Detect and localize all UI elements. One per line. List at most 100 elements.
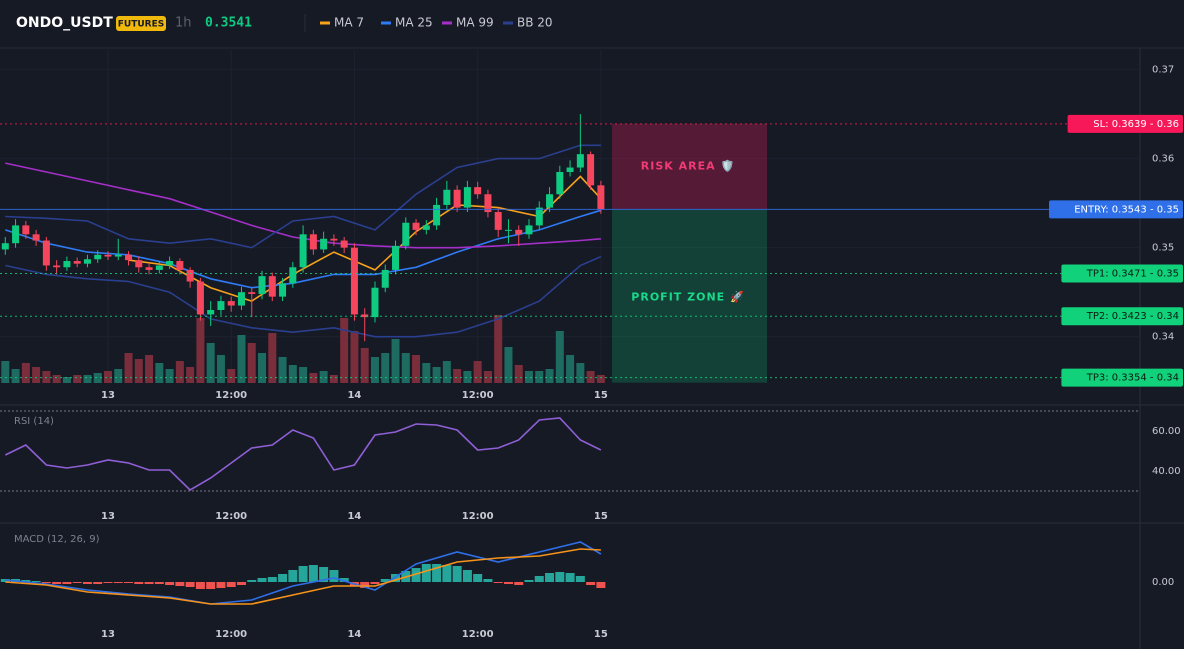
macd-bar — [165, 582, 175, 585]
candle-body — [279, 283, 287, 297]
macd-bar — [473, 574, 483, 582]
x-tick-label: 12:00 — [215, 511, 247, 522]
volume-bar — [278, 357, 287, 383]
candle-body — [42, 240, 50, 266]
volume-bar — [288, 365, 297, 383]
volume-bar — [299, 367, 308, 383]
macd-bar — [462, 570, 472, 582]
macd-bar — [545, 573, 555, 582]
candle-body — [412, 222, 420, 230]
rsi-line — [4, 417, 602, 491]
macd-bar — [596, 582, 606, 588]
candle-body — [207, 309, 215, 315]
macd-bar — [267, 577, 277, 582]
volume-bar — [247, 343, 256, 383]
macd-bar — [247, 580, 257, 582]
y-tick-label: 0.35 — [1152, 243, 1174, 254]
volume-bar — [93, 373, 102, 383]
risk-zone — [612, 123, 767, 210]
candle-body — [433, 204, 441, 226]
volume-bar — [566, 355, 575, 383]
candle-body — [587, 154, 595, 186]
volume-bar — [165, 369, 174, 383]
candle-body — [309, 234, 317, 250]
volume-bar — [145, 355, 154, 383]
volume-bar — [340, 318, 349, 383]
macd-bar — [31, 581, 41, 582]
macd-bar — [534, 576, 544, 582]
macd-bar — [185, 582, 195, 587]
candle-body — [371, 287, 379, 318]
volume-bar — [237, 335, 246, 383]
candle-body — [392, 245, 400, 270]
macd-bar — [195, 582, 205, 589]
macd-bar — [82, 582, 92, 584]
x-tick-label: 12:00 — [462, 390, 494, 401]
legend-label: MA 25 — [395, 16, 433, 30]
volume-bar — [216, 355, 225, 383]
volume-bar — [329, 375, 338, 383]
candle-body — [381, 269, 389, 288]
candle-body — [125, 254, 133, 261]
candle-body — [217, 301, 225, 310]
legend-label: MA 7 — [334, 16, 364, 30]
volume-bar — [360, 348, 369, 383]
y-tick-label: 0.36 — [1152, 154, 1174, 165]
macd-bar — [421, 564, 431, 582]
macd-bar — [442, 565, 452, 582]
macd-bar — [103, 582, 113, 583]
candle-body — [556, 171, 564, 195]
candle-body — [237, 292, 245, 306]
macd-bar — [206, 582, 216, 589]
volume-bar — [114, 369, 123, 383]
symbol: ONDO_USDT — [16, 15, 113, 31]
candle-body — [73, 261, 81, 264]
x-tick-label: 15 — [594, 629, 608, 640]
volume-bar — [442, 361, 451, 383]
candle-body — [258, 276, 266, 294]
macd-bar — [134, 582, 144, 584]
volume-bar — [370, 357, 379, 383]
x-tick-label: 12:00 — [462, 511, 494, 522]
pane-title: RSI (14) — [14, 416, 54, 427]
level-label: TP2: 0.3423 - 0.34 — [1086, 311, 1179, 322]
volume-bar — [422, 363, 431, 383]
candle-body — [474, 187, 482, 195]
macd-bar — [21, 580, 31, 582]
volume-bar — [83, 375, 92, 383]
macd-bar — [411, 568, 421, 582]
macd-bar — [62, 582, 72, 584]
macd-bar — [493, 582, 503, 583]
volume-bar — [103, 371, 112, 383]
macd-bar — [226, 582, 236, 587]
candle-body — [484, 194, 492, 213]
candle-body — [196, 281, 204, 315]
candle-body — [515, 229, 523, 235]
macd-bar — [175, 582, 185, 586]
candle-body — [361, 314, 369, 318]
volume-bar — [453, 369, 462, 383]
legend-label: BB 20 — [517, 16, 553, 30]
macd-bar — [288, 570, 298, 582]
macd-bar — [565, 573, 575, 582]
x-tick-label: 12:00 — [462, 629, 494, 640]
candle-body — [155, 265, 163, 270]
volume-bar — [206, 343, 215, 383]
y-tick-label: 0.37 — [1152, 65, 1174, 76]
x-tick-label: 14 — [347, 390, 361, 401]
candle-body — [53, 265, 61, 268]
candle-body — [422, 225, 430, 230]
candle-body — [166, 261, 174, 266]
volume-bar — [227, 369, 236, 383]
level-label: TP1: 0.3471 - 0.35 — [1086, 268, 1179, 279]
y-tick-label: 0.34 — [1152, 332, 1174, 343]
badge-bg — [116, 16, 166, 31]
volume-bar — [545, 369, 554, 383]
volume-bar — [11, 369, 20, 383]
volume-bar — [42, 371, 51, 383]
candle-body — [535, 207, 543, 226]
volume-bar — [555, 331, 564, 383]
macd-bar — [113, 582, 123, 583]
ma-line — [5, 144, 601, 249]
